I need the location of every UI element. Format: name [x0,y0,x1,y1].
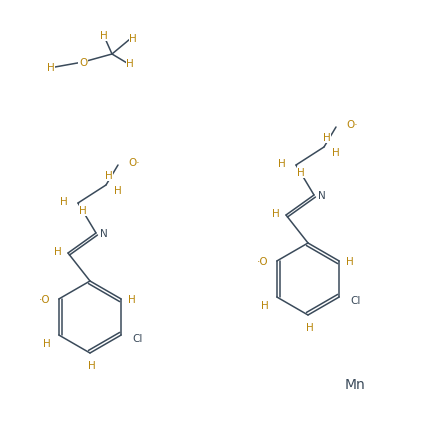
Text: H: H [272,208,280,219]
Text: H: H [60,196,68,207]
Text: Cl: Cl [350,295,360,305]
Text: ·O: ·O [39,294,51,304]
Text: H: H [54,246,62,256]
Text: H: H [47,63,55,73]
Text: Mn: Mn [345,377,365,391]
Text: H: H [43,338,51,348]
Text: H: H [261,300,269,310]
Text: H: H [346,256,354,266]
Text: H: H [323,132,331,143]
Text: H: H [114,186,122,196]
Text: H: H [126,59,134,69]
Text: Cl: Cl [132,333,142,343]
Text: H: H [88,360,96,370]
Text: ·O: ·O [257,256,269,266]
Text: H: H [306,322,314,332]
Text: H: H [105,170,113,181]
Text: N: N [318,190,326,201]
Text: O·: O· [128,158,140,167]
Text: H: H [79,205,87,216]
Text: H: H [128,294,136,304]
Text: O: O [79,58,87,68]
Text: H: H [100,31,108,41]
Text: H: H [129,34,137,44]
Text: N: N [100,228,108,239]
Text: O·: O· [346,120,358,130]
Text: H: H [297,167,305,178]
Text: H: H [332,148,340,158]
Text: H: H [278,158,286,169]
